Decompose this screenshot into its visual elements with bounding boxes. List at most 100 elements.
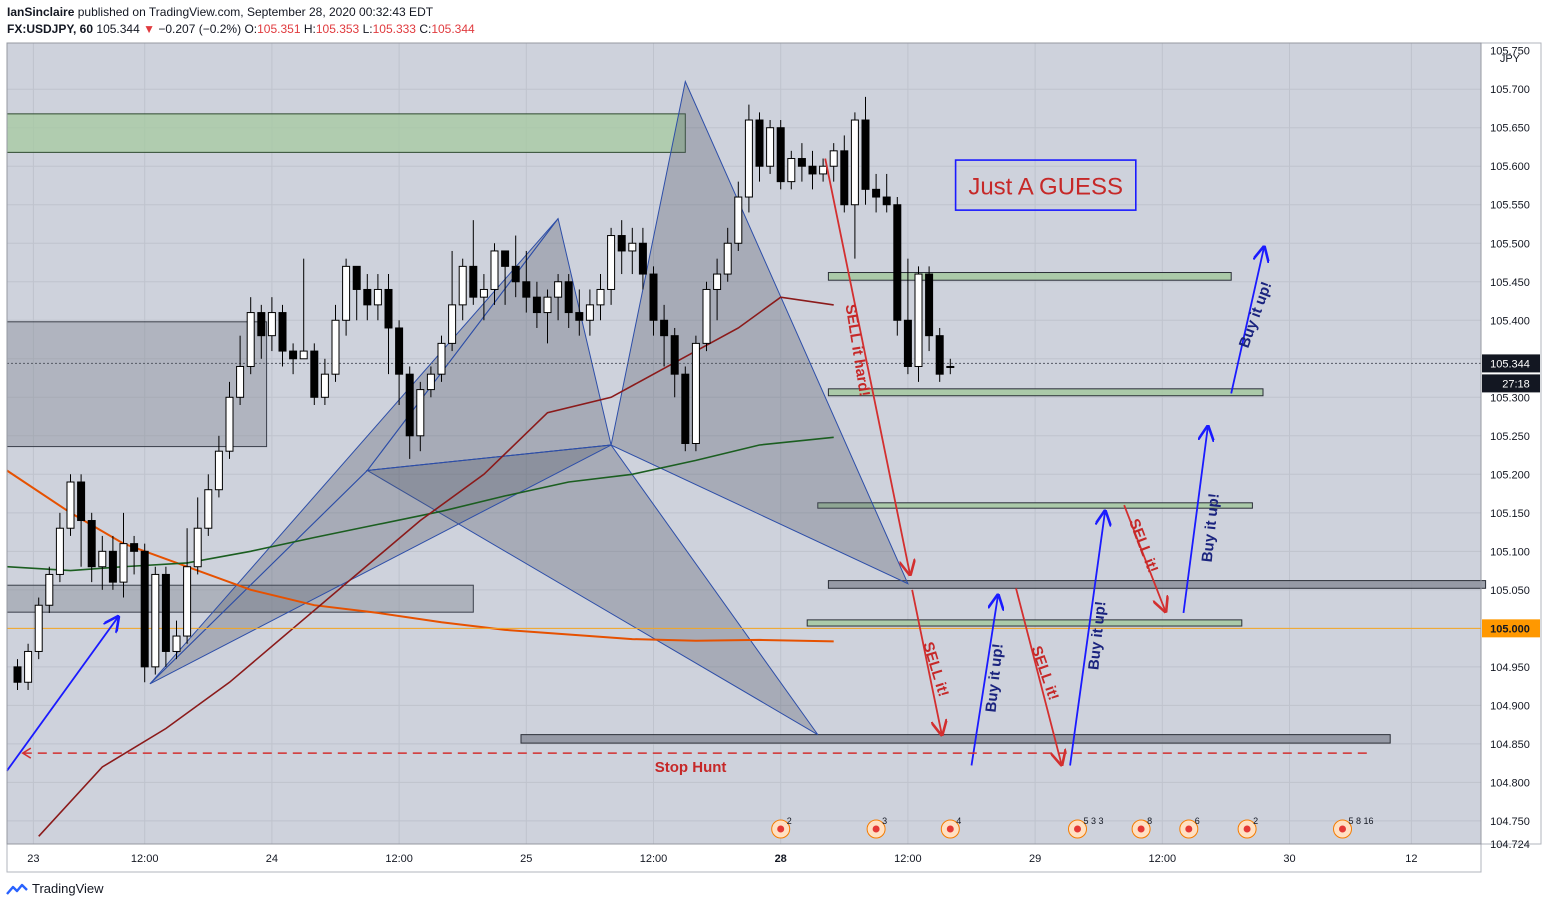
plot-background (7, 43, 1481, 844)
symbol-label[interactable]: FX:USDJPY, 60 (7, 22, 94, 36)
event-marker[interactable]: 3 (866, 816, 887, 839)
ma-50-line (38, 296, 834, 837)
x-tick-label: 12:00 (1149, 853, 1177, 865)
stop-hunt-label: Stop Hunt (655, 759, 727, 776)
x-tick-label: 28 (775, 853, 787, 865)
candle-body (872, 188, 881, 198)
candle-body (755, 119, 764, 167)
candle-body (501, 250, 510, 267)
candle-body (522, 281, 531, 298)
event-marker[interactable]: 2 (1237, 816, 1258, 839)
footer: TradingView (6, 881, 104, 896)
time-axis-labels: 23 12:00 24 12:00 25 12:00 28 12:00 29 12:00 30 12 (27, 853, 1417, 865)
event-count: 4 (956, 816, 961, 826)
candle (914, 266, 923, 382)
event-marker[interactable]: 2 (771, 816, 792, 839)
close-value: 105.344 (431, 22, 475, 36)
candle (850, 112, 859, 259)
y-tick-label: 104.950 (1490, 662, 1530, 674)
candle-body (172, 635, 181, 652)
buy-arrow (1182, 427, 1208, 614)
price-axis (1480, 42, 1542, 845)
candle-body (691, 342, 700, 444)
candle (373, 274, 382, 321)
candle (522, 250, 531, 313)
event-flag-icon (872, 825, 880, 833)
candle (554, 274, 563, 321)
candle (214, 435, 223, 498)
candle-body (617, 235, 626, 252)
x-tick-label: 12:00 (385, 853, 413, 865)
y-tick-label: 105.050 (1490, 585, 1530, 597)
level-zone (827, 272, 1232, 281)
y-tick-label: 105.100 (1490, 546, 1530, 558)
candle-body (797, 158, 806, 167)
candle (236, 335, 245, 405)
axis-unit-label: JPY (1500, 53, 1521, 65)
candle (819, 158, 828, 182)
candle-body (236, 365, 245, 398)
candle (77, 474, 86, 567)
author-name[interactable]: IanSinclaire (7, 5, 75, 19)
y-tick-label: 105.450 (1490, 277, 1530, 289)
candle-body (448, 304, 457, 344)
candle-body (702, 288, 711, 344)
candle-body (861, 119, 870, 190)
last-price-badge: 105.344 27:18 (1482, 354, 1540, 393)
candle (469, 220, 478, 305)
candle (649, 266, 658, 336)
candle-body (776, 127, 785, 183)
candle (278, 304, 287, 367)
event-marker[interactable]: 8 (1131, 816, 1152, 839)
event-marker[interactable]: 4 (940, 816, 961, 839)
candle (193, 497, 202, 575)
arrows (6, 158, 1264, 772)
pattern-triangle (149, 444, 612, 685)
candle-body (660, 319, 669, 337)
tradingview-logo-icon[interactable] (6, 882, 28, 896)
candle (246, 297, 255, 375)
candle-body (935, 335, 944, 375)
candle (734, 181, 743, 251)
candle-body (183, 566, 192, 637)
y-tick-label: 105.250 (1490, 431, 1530, 443)
event-marker[interactable]: 6 (1179, 816, 1200, 839)
candle-body (331, 319, 340, 375)
level-badge-text: 105.000 (1490, 623, 1530, 635)
candle-body (744, 119, 753, 198)
open-value: 105.351 (257, 22, 301, 36)
stop-hunt-arrowhead (21, 747, 32, 759)
event-count: 3 (882, 816, 887, 826)
candle-body (384, 288, 393, 329)
candle (342, 258, 351, 336)
countdown-badge-bg (1482, 374, 1540, 393)
gray-zone (6, 321, 268, 448)
candle-body (310, 350, 319, 398)
candle-body (108, 550, 117, 583)
event-flag-icon (1137, 825, 1145, 833)
event-flag-icon (1243, 825, 1251, 833)
candle (575, 289, 584, 336)
low-label: L: (362, 22, 373, 36)
pattern-triangle (610, 79, 909, 585)
candle (437, 335, 446, 382)
event-marker[interactable]: 5 3 3 (1068, 816, 1104, 839)
low-value: 105.333 (372, 22, 416, 36)
event-flag-icon (1339, 825, 1346, 833)
countdown-badge-text: 27:18 (1502, 378, 1530, 390)
candle (183, 528, 192, 644)
candle-body (373, 288, 382, 306)
candle (55, 512, 64, 583)
candle-body (808, 165, 817, 175)
candle-body (469, 265, 478, 298)
event-marker[interactable]: 5 8 16 (1333, 816, 1374, 839)
tradingview-brand[interactable]: TradingView (32, 881, 104, 896)
candle-body (363, 288, 372, 306)
candle (670, 327, 679, 398)
candle-body (649, 273, 658, 321)
candle (532, 281, 541, 328)
candle (130, 535, 139, 575)
candle (225, 381, 234, 459)
candle-body (267, 312, 276, 337)
